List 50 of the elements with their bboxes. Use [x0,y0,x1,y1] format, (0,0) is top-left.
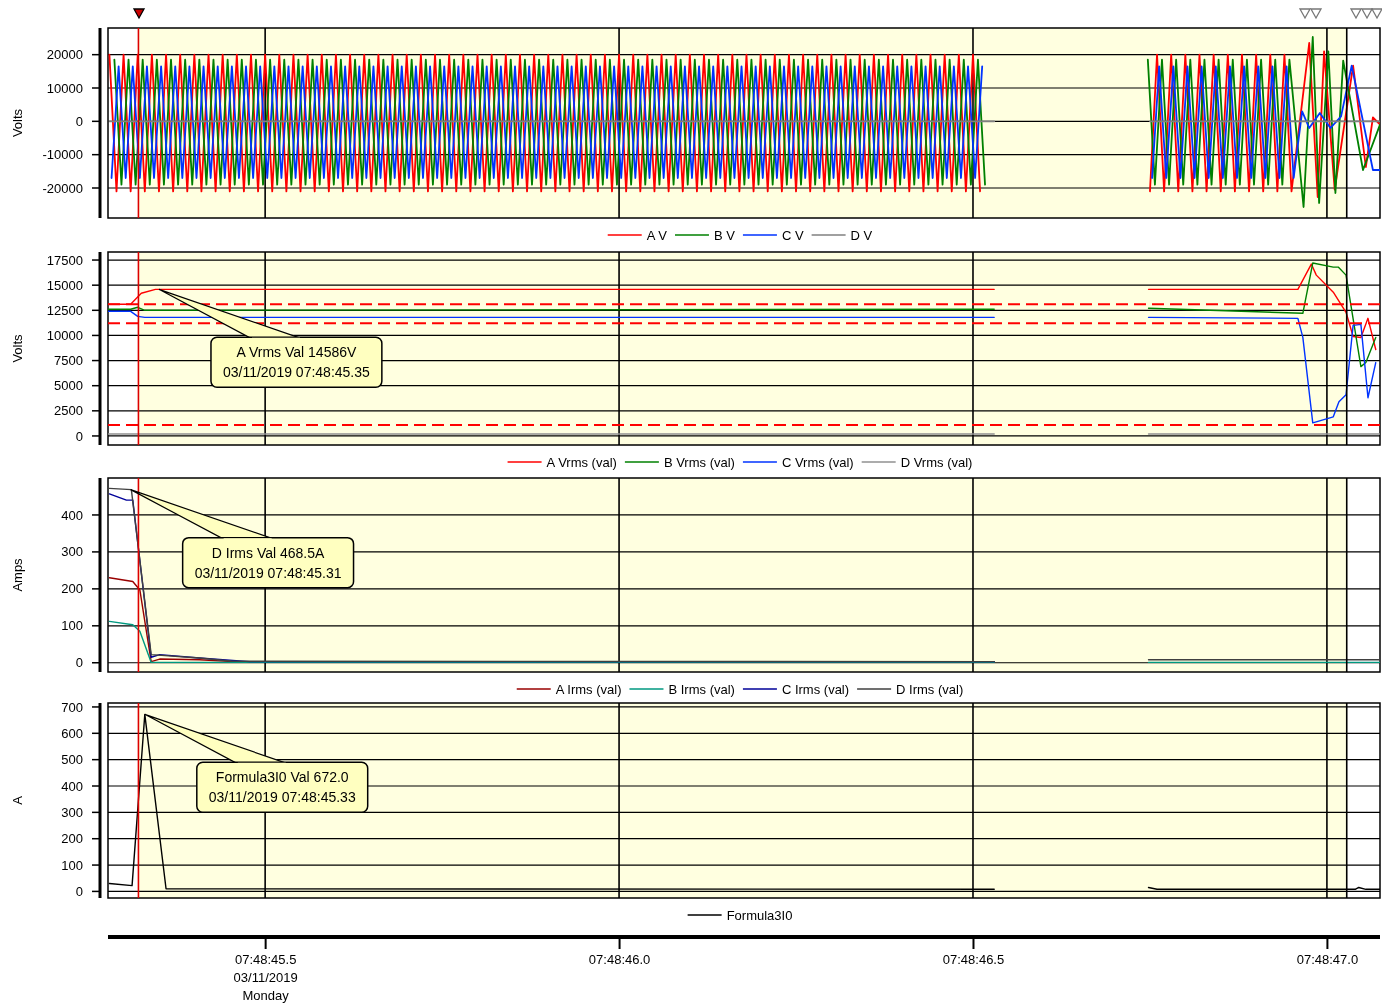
legend-label: B Irms (val) [668,681,735,697]
y-tick-label: 2500 [54,403,83,419]
y-tick-label: 0 [75,655,83,671]
y-tick-label: 0 [75,883,83,899]
y-tick-label: 200 [61,581,83,597]
y-tick-label: 100 [61,857,83,873]
annotation: D Irms Val 468.5A 03/11/2019 07:48:45.31 [194,544,342,581]
y-tick-label: 600 [61,725,83,741]
y-tick-label: -20000 [42,180,83,196]
y-tick-label: 10000 [46,80,83,96]
x-tick-label: 07:48:46.5 [942,952,1005,967]
y-tick-label: 15000 [46,277,83,293]
y-tick-label: 7500 [54,353,83,369]
y-tick-label: 0 [75,113,83,129]
annotation: Formula3I0 Val 672.0 03/11/2019 07:48:45.33 [208,769,356,806]
x-tick-label: 07:48:45.5 03/11/2019 Monday [233,952,298,1003]
legend-label: A V [646,227,668,243]
legend-label: D V [850,227,873,243]
y-tick-label: 200 [61,831,83,847]
legend-label: B Vrms (val) [663,454,735,470]
y-tick-label: 5000 [54,378,83,394]
legend-label: C Vrms (val) [781,454,854,470]
y-tick-label: 0 [75,428,83,444]
y-axis-title: Amps [10,557,25,592]
legend-label: Formula3I0 [726,907,793,923]
annotation: A Vrms Val 14586V 03/11/2019 07:48:45.35 [222,344,371,381]
y-tick-label: 100 [61,618,83,634]
legend-label: C V [781,227,804,243]
legend-label: D Vrms (val) [900,454,973,470]
x-tick-label: 07:48:47.0 [1296,952,1359,967]
y-tick-label: 700 [61,699,83,715]
y-tick-label: 500 [61,752,83,768]
y-tick-label: 300 [61,804,83,820]
legend-label: B V [713,227,736,243]
y-tick-label: 400 [61,778,83,794]
legend-label: A Vrms (val) [546,454,617,470]
legend-label: D Irms (val) [896,681,964,697]
legend-label: A Irms (val) [555,681,622,697]
y-tick-label: 12500 [46,302,83,318]
y-tick-label: 400 [61,507,83,523]
y-tick-label: 10000 [46,327,83,343]
y-axis-title: Volts [10,108,25,138]
x-tick-label: 07:48:46.0 [588,952,651,967]
y-tick-label: -10000 [42,147,83,163]
y-axis-title: A [10,795,25,805]
y-tick-label: 300 [61,544,83,560]
y-tick-label: 20000 [46,47,83,63]
y-tick-label: 17500 [46,252,83,268]
legend-label: C Irms (val) [781,681,850,697]
y-axis-title: Volts [10,333,25,363]
